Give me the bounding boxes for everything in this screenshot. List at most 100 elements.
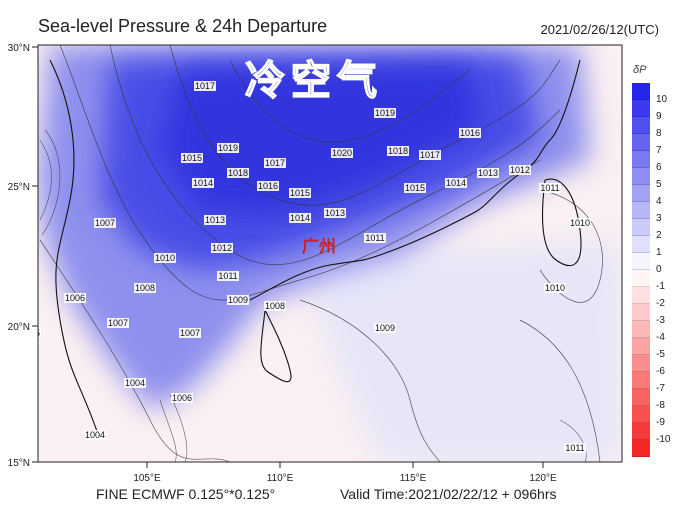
isobar-label: 1017 (264, 158, 286, 168)
isobar-label: 1016 (459, 128, 481, 138)
colorbar-swatch (632, 151, 650, 168)
isobar-label: 1009 (374, 323, 396, 333)
guangzhou-annotation: 广州 (302, 237, 336, 256)
isobar-label: 1013 (204, 215, 226, 225)
svg-text:1004: 1004 (85, 430, 105, 440)
isobar-label: 1019 (374, 108, 396, 118)
isobar-label: 1008 (134, 283, 156, 293)
isobar-label: 1006 (171, 393, 193, 403)
lon-tick-label: 105°E (133, 473, 161, 484)
colorbar-tick-label: 5 (656, 179, 662, 190)
colorbar-tick-label: 0 (656, 264, 662, 275)
colorbar-tick-label: 1 (656, 247, 662, 258)
colorbar-swatch (632, 83, 650, 100)
colorbar-swatch (632, 202, 650, 219)
colorbar-tick-label: -5 (656, 349, 665, 360)
isobar-label: 1007 (107, 318, 129, 328)
colorbar-swatch (632, 338, 650, 355)
svg-text:1015: 1015 (182, 153, 202, 163)
slight-positive-region (300, 240, 622, 462)
svg-text:1010: 1010 (155, 253, 175, 263)
colorbar-swatch (632, 134, 650, 151)
isobar-label: 1010 (154, 253, 176, 263)
svg-text:1013: 1013 (205, 215, 225, 225)
isobar-label: 1017 (194, 81, 216, 91)
isobar-label: 1011 (539, 183, 561, 193)
colorbar-swatch (632, 219, 650, 236)
colorbar-swatch (632, 372, 650, 389)
lat-tick-label: 30°N (8, 43, 30, 54)
svg-text:1017: 1017 (265, 158, 285, 168)
svg-text:1004: 1004 (125, 378, 145, 388)
colorbar-tick-label: 4 (656, 196, 662, 207)
svg-text:1019: 1019 (375, 108, 395, 118)
isobar-label: 1011 (217, 271, 239, 281)
svg-text:1017: 1017 (195, 81, 215, 91)
svg-text:1019: 1019 (218, 143, 238, 153)
isobar-label: 1004 (124, 378, 146, 388)
colorbar-swatch (632, 423, 650, 440)
isobar-label: 1011 (364, 233, 386, 243)
isobar-label: 1014 (11, 73, 33, 83)
colorbar-tick-label: -10 (656, 434, 671, 445)
svg-text:1015: 1015 (405, 183, 425, 193)
svg-text:1018: 1018 (228, 168, 248, 178)
cold-air-annotation: 冷空气 (244, 58, 383, 104)
isobars (39, 45, 603, 462)
valid-time: Valid Time:2021/02/22/12 + 096hrs (340, 486, 557, 502)
colorbar-tick-label: -7 (656, 383, 665, 394)
isobar-label: 1009 (227, 295, 249, 305)
isobar-label: 1007 (94, 218, 116, 228)
colorbar-swatch (632, 440, 650, 457)
svg-text:1009: 1009 (375, 323, 395, 333)
isobar-label: 1020 (331, 148, 353, 158)
isobar-label: 1013 (324, 208, 346, 218)
isobar-label: 1014 (445, 178, 467, 188)
svg-text:1012: 1012 (212, 243, 232, 253)
isobar-label: 1015 (404, 183, 426, 193)
svg-text:1008: 1008 (265, 301, 285, 311)
isobar-label: 1016 (257, 181, 279, 191)
isobar-label: 1015 (289, 188, 311, 198)
colorbar-tick-label: 2 (656, 230, 662, 241)
svg-text:1017: 1017 (420, 150, 440, 160)
colorbar-tick-label: 6 (656, 162, 662, 173)
svg-text:1020: 1020 (332, 148, 352, 158)
svg-text:1011: 1011 (218, 271, 237, 281)
map-datetime: 2021/02/26/12(UTC) (540, 22, 659, 37)
lat-tick-label: 15°N (8, 458, 30, 469)
svg-text:1014: 1014 (290, 213, 310, 223)
svg-text:1014: 1014 (193, 178, 213, 188)
colorbar-tick-label: -8 (656, 400, 665, 411)
colorbar-tick-label: -3 (656, 315, 665, 326)
terrain-contours (39, 129, 587, 462)
isobar-label: 1004 (84, 430, 106, 440)
svg-text:1007: 1007 (95, 218, 115, 228)
lon-tick-label: 115°E (400, 473, 427, 484)
isobar-label: 1018 (387, 146, 409, 156)
svg-text:1011: 1011 (540, 183, 559, 193)
lat-tick-label: 20°N (8, 322, 30, 333)
colorbar-tick-label: -4 (656, 332, 665, 343)
colorbar-swatch (632, 389, 650, 406)
lon-tick-label: 110°E (267, 473, 294, 484)
svg-text:1010: 1010 (545, 283, 565, 293)
isobar-label: 1010 (544, 283, 566, 293)
svg-text:1005: 1005 (20, 328, 40, 338)
isobar-label: 1006 (64, 293, 86, 303)
svg-text:1006: 1006 (65, 293, 85, 303)
lat-tick-label: 25°N (8, 182, 30, 193)
colorbar-swatch (632, 355, 650, 372)
colorbar-tick-label: -9 (656, 417, 665, 428)
colorbar-label: δP (633, 64, 647, 76)
colorbar-swatch (632, 117, 650, 134)
svg-text:1009: 1009 (228, 295, 248, 305)
svg-text:1010: 1010 (570, 218, 590, 228)
isobar-label: 1008 (264, 301, 286, 311)
svg-text:1007: 1007 (180, 328, 200, 338)
lon-tick-label: 120°E (529, 473, 557, 484)
svg-text:1007: 1007 (108, 318, 128, 328)
isobar-label: 1005 (20, 328, 41, 338)
svg-text:1011: 1011 (365, 233, 384, 243)
